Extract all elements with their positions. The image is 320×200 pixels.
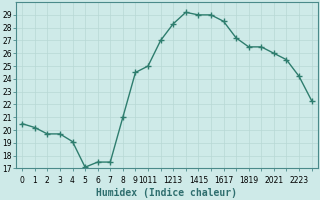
X-axis label: Humidex (Indice chaleur): Humidex (Indice chaleur) <box>96 188 237 198</box>
